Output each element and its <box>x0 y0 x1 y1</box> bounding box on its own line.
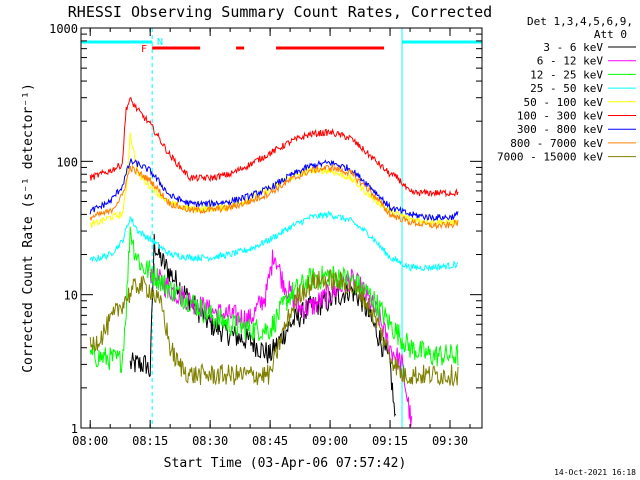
plot-frame <box>80 27 483 429</box>
series-line-7 <box>89 158 459 222</box>
x-tick-label: 08:15 <box>132 434 168 448</box>
x-tick-label: 09:15 <box>372 434 408 448</box>
y-tick-label: 100 <box>56 155 78 169</box>
legend-header-line2: Att 0 <box>594 28 627 41</box>
legend-entry-label: 100 - 300 keV <box>517 110 603 123</box>
flag-n-label: N <box>157 37 163 48</box>
legend-entry-label: 6 - 12 keV <box>537 55 604 68</box>
legend-entry-label: 800 - 7000 keV <box>510 137 603 150</box>
x-tick-label: 08:30 <box>192 434 228 448</box>
x-tick-label: 08:00 <box>72 434 108 448</box>
series-line-8 <box>89 163 459 231</box>
chart-title: RHESSI Observing Summary Count Rates, Co… <box>68 3 492 21</box>
y-tick-label: 1000 <box>49 22 78 36</box>
render-timestamp: 14-Oct-2021 16:18 <box>554 468 636 477</box>
flag-f-label: F <box>141 44 147 55</box>
flag-bars <box>81 28 482 428</box>
legend-entry-label: 12 - 25 keV <box>530 68 603 81</box>
x-axis-label: Start Time (03-Apr-06 07:57:42) <box>164 456 407 471</box>
series-line-5 <box>89 132 459 229</box>
x-tick-label: 09:30 <box>432 434 468 448</box>
y-axis: 1 10 100 1000 <box>49 22 482 436</box>
legend-entry-label: 25 - 50 keV <box>530 82 603 95</box>
series-line-3 <box>89 226 459 374</box>
legend-entry-label: 300 - 800 keV <box>517 123 603 136</box>
x-axis: 08:00 08:15 08:30 08:45 09:00 09:15 09:30 <box>72 28 471 448</box>
series-line-1 <box>129 233 397 418</box>
series-line-4 <box>89 210 459 272</box>
x-tick-label: 08:45 <box>252 434 288 448</box>
legend-entry-label: 3 - 6 keV <box>543 41 603 54</box>
legend-entry-label: 7000 - 15000 keV <box>497 151 603 164</box>
y-axis-label: Corrected Count Rate (s⁻¹ detector⁻¹) <box>21 83 36 373</box>
legend-header-line1: Det 1,3,4,5,6,9, <box>527 15 633 28</box>
x-tick-label: 09:00 <box>312 434 348 448</box>
series-group <box>89 97 459 427</box>
legend-entry-label: 50 - 100 keV <box>524 96 604 109</box>
series-line-9 <box>89 268 459 388</box>
y-tick-label: 1 <box>71 422 78 436</box>
series-line-6 <box>89 97 459 198</box>
y-tick-label: 10 <box>64 289 78 303</box>
